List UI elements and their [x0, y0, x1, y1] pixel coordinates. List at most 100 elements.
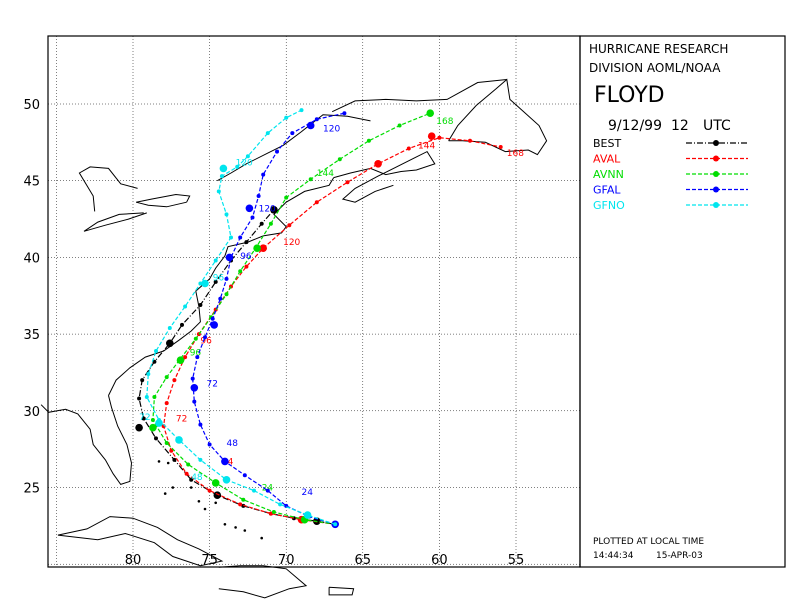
track-point: [203, 335, 207, 340]
track-point: [198, 457, 203, 462]
track-point: [268, 221, 273, 226]
legend-marker: [713, 155, 719, 162]
track-point: [498, 145, 503, 149]
track-point: [224, 292, 229, 297]
track-point: [337, 157, 342, 162]
track-point: [180, 322, 184, 327]
track-hour-label: 144: [418, 142, 435, 152]
track-hour-label: 168: [436, 117, 453, 127]
init-timezone: UTC: [703, 118, 731, 134]
track-point: [284, 195, 289, 200]
track-point: [265, 488, 270, 493]
track-line: [146, 109, 336, 525]
track-marker: [213, 491, 222, 500]
legend: BEST AVAL AVNN GFAL GFNO: [593, 137, 748, 212]
x-tick-label: 75: [201, 553, 218, 568]
track-hour-label: 120: [323, 125, 340, 135]
track-marker: [221, 457, 229, 466]
track-point: [164, 375, 169, 380]
track-marker: [303, 511, 312, 519]
track-point: [183, 355, 188, 360]
coastline: [333, 150, 436, 203]
forecast-tracks: 9612014416872241681449624487296120120249…: [135, 108, 524, 529]
track-point: [333, 522, 338, 527]
track-point: [154, 436, 158, 441]
track-marker: [135, 423, 143, 432]
island: [214, 501, 217, 505]
island: [189, 486, 193, 489]
track-point: [141, 416, 146, 421]
track-best: [135, 206, 338, 527]
island: [197, 500, 201, 503]
track-point: [229, 235, 233, 240]
track-point: [137, 396, 142, 401]
x-tick-label: 55: [508, 553, 525, 568]
coastline: [135, 193, 191, 208]
track-marker: [219, 164, 228, 173]
track-point: [238, 235, 243, 240]
track-hour-label: 72: [176, 415, 187, 425]
track-point: [290, 131, 295, 136]
track-point: [219, 174, 224, 179]
track-point: [468, 138, 472, 143]
coastline: [83, 212, 147, 232]
y-tick-label: 30: [23, 405, 40, 420]
island: [157, 460, 161, 463]
coastline: [78, 166, 138, 212]
legend-marker: [713, 202, 719, 208]
track-marker: [225, 253, 234, 262]
lat-lon-grid: [48, 36, 580, 567]
plotted-note: PLOTTED AT LOCAL TIME: [593, 537, 704, 547]
legend-label: AVAL: [593, 153, 621, 166]
island: [171, 486, 175, 489]
track-point: [164, 401, 169, 406]
track-marker: [374, 160, 382, 168]
x-tick-label: 60: [431, 553, 448, 568]
track-marker: [201, 279, 209, 288]
track-hour-label: 168: [507, 149, 524, 159]
track-point: [284, 115, 289, 120]
track-hour-label: 72: [207, 379, 218, 389]
track-hour-label: 24: [302, 488, 314, 498]
island: [203, 507, 207, 511]
y-tick-label: 45: [23, 175, 40, 190]
track-point: [256, 194, 261, 198]
track-point: [235, 164, 240, 169]
init-date: 9/12/99: [608, 118, 662, 134]
y-tick-label: 50: [23, 98, 40, 113]
coastline: [328, 586, 355, 596]
track-marker: [190, 384, 199, 392]
x-tick-label: 80: [125, 553, 142, 568]
track-marker: [259, 244, 268, 252]
track-point: [242, 473, 247, 478]
legend-label: GFNO: [593, 199, 625, 212]
y-tick-label: 35: [23, 328, 40, 343]
track-point: [366, 138, 371, 143]
track-point: [164, 441, 169, 445]
track-marker: [253, 244, 261, 252]
track-hour-label: 120: [236, 158, 253, 168]
track-hour-label: 96: [190, 349, 202, 359]
track-point: [172, 378, 177, 383]
coastline: [218, 565, 308, 599]
coastline: [57, 516, 224, 567]
x-tick-label: 70: [278, 553, 295, 568]
track-marker: [155, 419, 163, 427]
track-hour-label: 96: [200, 336, 212, 346]
track-marker: [211, 479, 220, 487]
track-gfno: 96 120 72 48: [139, 108, 338, 527]
track-point: [144, 395, 149, 399]
track-point: [275, 149, 279, 154]
track-point: [314, 117, 319, 122]
track-point: [342, 111, 347, 116]
track-avnn: 168 144 96 24: [149, 109, 454, 527]
track-point: [224, 276, 229, 281]
track-point: [207, 488, 212, 493]
org-line-1: HURRICANE RESEARCH: [589, 42, 728, 56]
track-point: [314, 200, 319, 205]
track-marker: [176, 356, 185, 365]
track-point: [397, 123, 402, 128]
track-hour-label: 120: [259, 204, 276, 214]
track-point: [245, 154, 250, 159]
track-point: [250, 215, 255, 220]
